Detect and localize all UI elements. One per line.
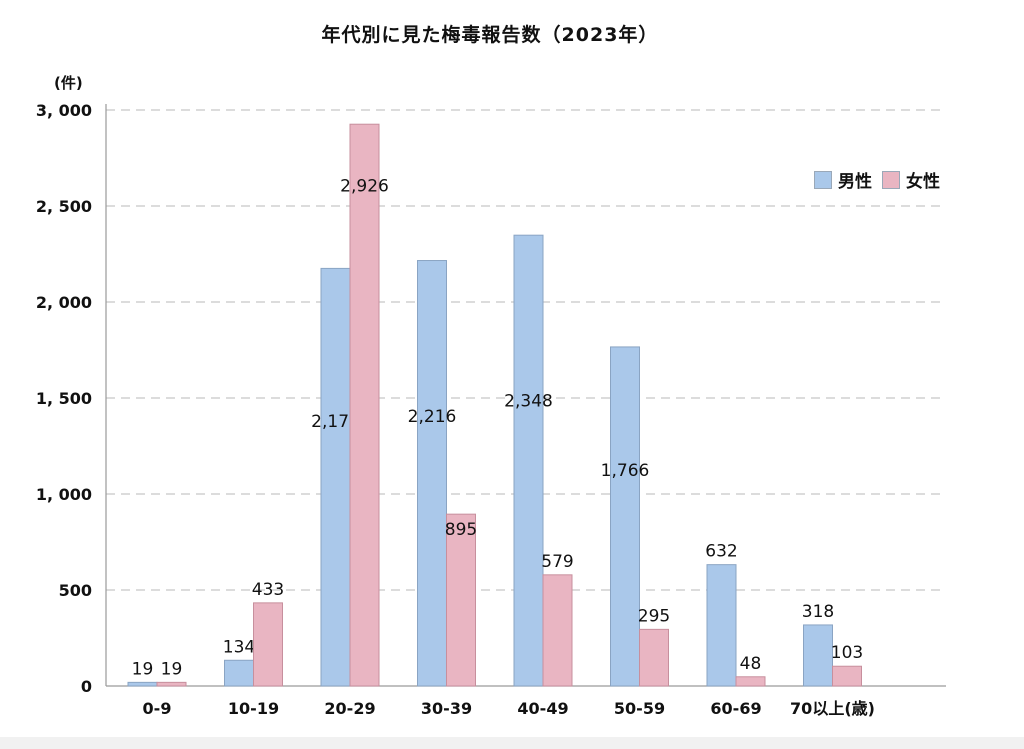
x-tick-label: 20-29 [324, 699, 375, 718]
data-label-male: 2,348 [504, 391, 553, 411]
legend-item-female: 女性 [882, 167, 940, 192]
y-tick-label: 3, 000 [36, 101, 92, 120]
data-label-female: 48 [740, 654, 762, 674]
bar-male [513, 234, 544, 687]
data-label-female: 295 [638, 606, 670, 626]
data-label-female: 579 [541, 552, 573, 572]
bar-male [610, 346, 640, 687]
data-label-male: 2,216 [408, 407, 457, 427]
y-tick-label: 1, 000 [36, 485, 92, 504]
y-tick-label: 2, 500 [36, 197, 92, 216]
x-tick-label: 40-49 [517, 699, 568, 718]
y-tick-label: 2, 000 [36, 293, 92, 312]
bar-male [127, 681, 158, 687]
bar-male [417, 260, 447, 687]
y-tick-label: 0 [81, 677, 92, 696]
legend-swatch-male [814, 170, 832, 189]
y-tick-label: 500 [59, 581, 92, 600]
data-label-female: 103 [831, 643, 863, 663]
bottom-strip [0, 737, 1024, 749]
bar-male [706, 564, 737, 687]
data-label-male: 19 [132, 659, 154, 679]
bar-male [224, 659, 254, 687]
y-axis-unit-label: (件) [54, 74, 83, 92]
legend-swatch-female [882, 170, 900, 189]
data-label-male: 1,766 [601, 461, 650, 481]
data-label-male: 632 [705, 542, 737, 562]
bar-female [832, 665, 862, 687]
x-tick-label: 0-9 [143, 699, 172, 718]
x-tick-label: 60-69 [710, 699, 761, 718]
bar-female [735, 676, 766, 687]
chart-title: 年代別に見た梅毒報告数（2023年） [321, 24, 659, 46]
legend-label-female: 女性 [906, 172, 940, 192]
data-label-female: 2,926 [340, 177, 389, 197]
data-label-male: 2,175 [311, 412, 360, 432]
x-tick-label: 30-39 [421, 699, 472, 718]
bar-female [542, 574, 573, 687]
bar-male [320, 267, 351, 687]
bar-female [349, 123, 380, 687]
data-label-male: 318 [802, 602, 834, 622]
data-label-female: 895 [445, 520, 477, 540]
data-label-male: 134 [223, 637, 255, 657]
x-tick-label: 10-19 [228, 699, 279, 718]
x-tick-label: 50-59 [614, 699, 665, 718]
bar-female [156, 681, 187, 687]
data-label-female: 19 [161, 659, 183, 679]
bar-male [803, 624, 833, 687]
bar-female [253, 602, 283, 687]
x-tick-label: 70以上(歳) [790, 699, 875, 718]
legend-item-male: 男性 [814, 167, 872, 192]
legend: 男性 女性 [814, 167, 950, 192]
bar-female [446, 513, 476, 687]
legend-label-male: 男性 [838, 172, 872, 192]
data-label-female: 433 [252, 580, 284, 600]
bar-female [639, 628, 669, 687]
y-tick-label: 1, 500 [36, 389, 92, 408]
